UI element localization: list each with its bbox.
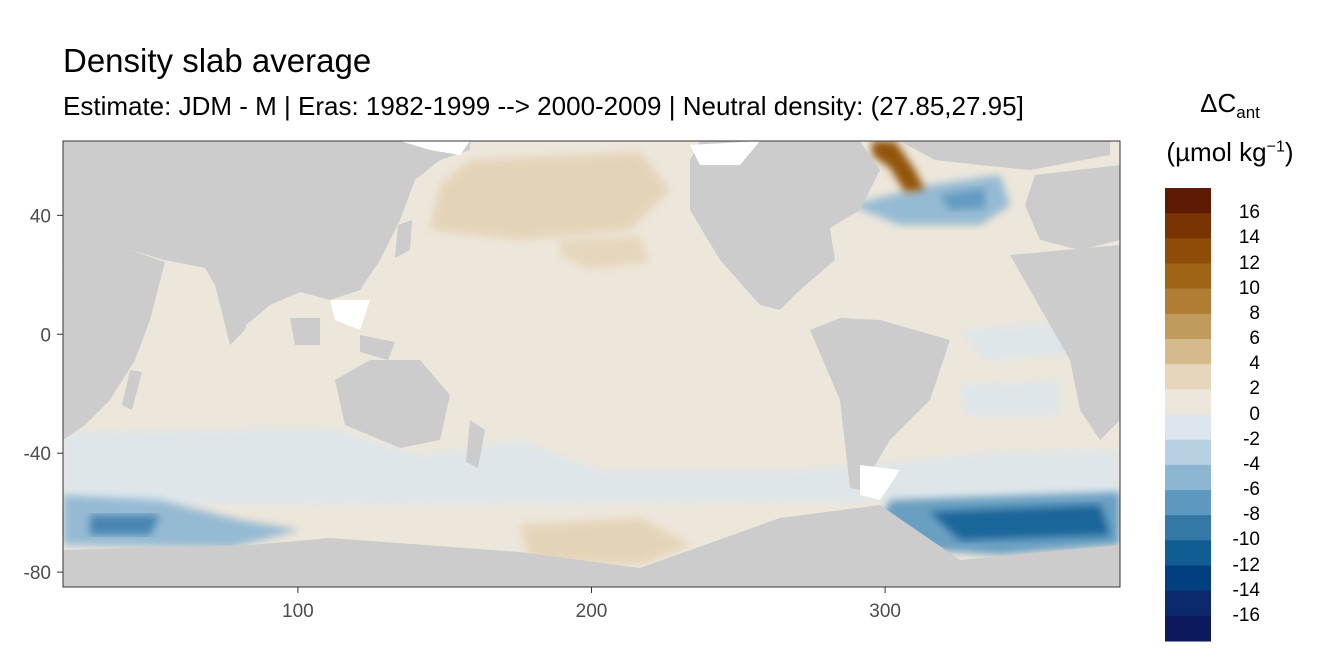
legend-swatch (1165, 540, 1211, 566)
legend-symbol: ΔC (1200, 88, 1237, 118)
legend-label: 10 (1238, 277, 1260, 299)
legend-swatch (1165, 238, 1211, 264)
southern-indian-patch-2 (90, 515, 160, 535)
legend-swatch (1165, 313, 1211, 340)
legend-unit: (µmol kg−1) (1160, 137, 1300, 168)
weddell-core (930, 505, 1110, 540)
no-data-arctic-asia (400, 141, 470, 155)
legend-swatch (1165, 615, 1211, 642)
labrador-patch (872, 141, 925, 192)
land-north-america (690, 141, 880, 310)
legend-label: 4 (1249, 353, 1260, 375)
legend-label: -6 (1243, 479, 1260, 500)
x-tick-label: 100 (282, 601, 314, 622)
legend-label: -14 (1232, 579, 1260, 601)
chart-title: Density slab average (63, 42, 372, 79)
x-tick-label: 300 (869, 601, 901, 622)
legend-swatch (1165, 490, 1211, 516)
north-atlantic-core (940, 188, 985, 210)
legend-label: -16 (1232, 604, 1260, 626)
land-india (215, 285, 255, 345)
legend-swatch (1165, 339, 1211, 365)
legend-label: 16 (1238, 202, 1260, 224)
land-newguinea (360, 335, 395, 360)
legend-swatch (1165, 464, 1211, 491)
legend-swatch (1165, 414, 1211, 441)
north-pacific-patch (430, 152, 670, 240)
ross-sea-patch (520, 518, 690, 565)
legend-swatch (1165, 389, 1211, 415)
legend-swatch (1165, 213, 1211, 239)
y-tick-label: 0 (40, 325, 51, 346)
legend-title: ΔCant (1160, 88, 1300, 123)
legend-label: 8 (1249, 302, 1260, 324)
land (63, 141, 1120, 587)
legend-label: 14 (1238, 227, 1260, 249)
no-data-bering (690, 141, 760, 165)
y-tick-label: 40 (30, 206, 51, 227)
atlantic-equatorial-patch (960, 322, 1070, 360)
land-japan (395, 220, 412, 258)
land-south-america (810, 318, 950, 490)
legend-label: 2 (1249, 378, 1260, 400)
legend-unit-sup: −1 (1266, 138, 1285, 156)
legend-swatch (1165, 590, 1211, 617)
legend-colorbar (1165, 188, 1211, 642)
x-tick-label: 200 (576, 601, 608, 622)
legend-label: -4 (1243, 453, 1260, 475)
land-europe (1025, 165, 1120, 250)
legend-swatch (1165, 263, 1211, 290)
land-eurasia (63, 141, 470, 330)
no-data-antarctic-peninsula (860, 465, 900, 500)
atlantic-south-patch (960, 380, 1060, 415)
legend-swatch (1165, 565, 1211, 592)
chart-subtitle: Estimate: JDM - M | Eras: 1982-1999 --> … (63, 91, 1024, 121)
legend-label: -2 (1243, 428, 1260, 450)
legend-label: 6 (1249, 328, 1260, 349)
legend-swatch (1165, 439, 1211, 466)
land-africa (63, 250, 165, 440)
legend-swatch (1165, 364, 1211, 390)
legend-unit-post: ) (1284, 137, 1294, 167)
y-tick-label: -40 (24, 444, 51, 465)
land-newzealand (466, 420, 485, 468)
legend-subscript: ant (1236, 103, 1260, 123)
y-tick-label: -80 (24, 563, 51, 584)
land-antarctica (63, 505, 1120, 587)
legend-label: -10 (1232, 529, 1260, 551)
legend-label: 12 (1238, 252, 1260, 274)
legend-unit-pre: (µmol kg (1166, 137, 1267, 167)
north-atlantic-patch (850, 175, 1010, 225)
north-pacific-patch-2 (560, 236, 650, 270)
land-madagascar (122, 370, 142, 410)
land-greenland (900, 141, 1110, 170)
legend-swatch (1165, 188, 1211, 214)
legend-label: 0 (1249, 403, 1260, 425)
legend-label: -12 (1232, 554, 1260, 576)
land-borneo (290, 318, 320, 345)
legend-label: -8 (1243, 504, 1260, 526)
legend-swatch (1165, 515, 1211, 541)
no-data (330, 141, 900, 500)
land-africa-east (1010, 245, 1120, 440)
no-data-indonesia (330, 300, 370, 330)
legend-swatch (1165, 288, 1211, 315)
land-australia (335, 360, 450, 448)
